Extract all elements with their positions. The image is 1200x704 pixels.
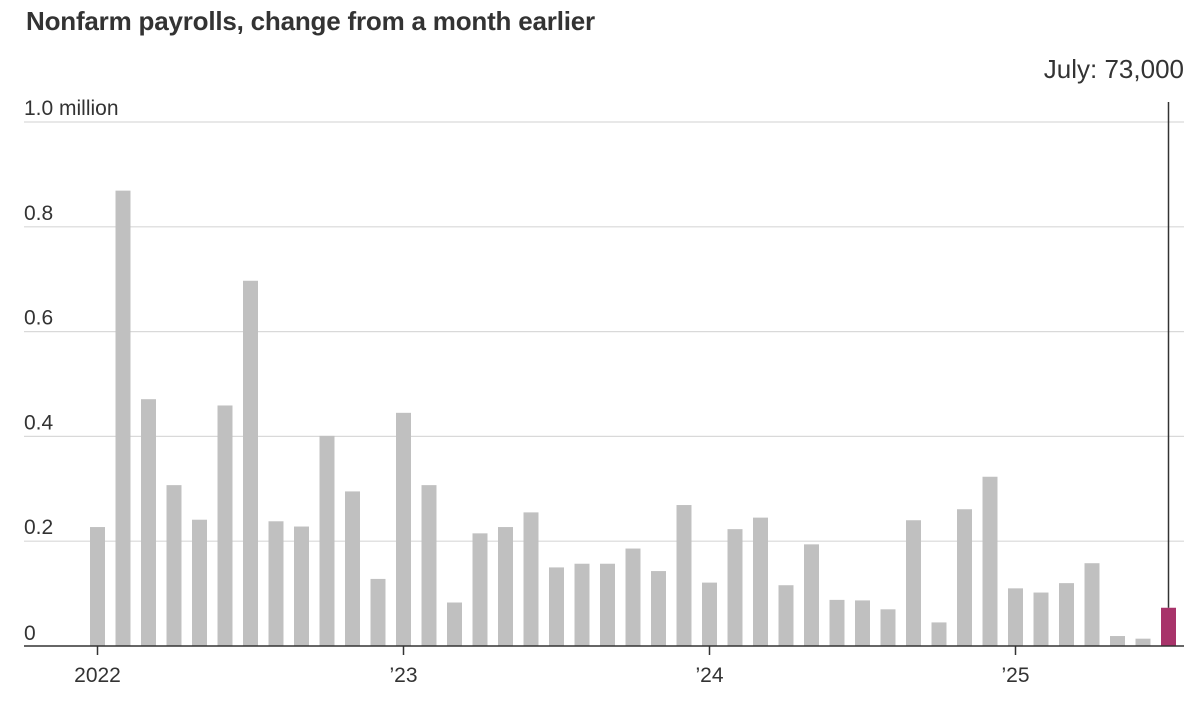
bar [523, 512, 539, 646]
y-tick-label: 1.0 million [24, 97, 119, 120]
bar [294, 526, 309, 646]
bar [166, 485, 182, 646]
bar [1008, 588, 1023, 646]
bar [370, 578, 386, 646]
bar [319, 435, 335, 646]
chart-title: Nonfarm payrolls, change from a month ea… [26, 6, 595, 36]
bar [727, 529, 743, 646]
bar [421, 485, 437, 646]
grid-lines [24, 121, 1184, 542]
x-tick-label: ’23 [389, 664, 417, 687]
y-tick-label: 0.2 [24, 516, 53, 539]
x-axis: 2022 ’23 ’24 ’25 [24, 645, 1184, 687]
bar [268, 521, 284, 646]
bar [141, 399, 156, 646]
bar [1033, 592, 1049, 646]
x-tick-label: ’24 [695, 664, 723, 687]
bar [192, 519, 207, 646]
callout: July: 73,000 [1044, 54, 1184, 608]
bar-highlight [1161, 607, 1176, 646]
bar [855, 600, 870, 646]
bar [625, 548, 641, 646]
bar [778, 585, 794, 646]
bar [217, 405, 233, 646]
bar [472, 533, 488, 646]
bar [549, 567, 564, 646]
bar [829, 599, 845, 646]
bar [1135, 638, 1151, 646]
x-tick-label: 2022 [74, 664, 121, 687]
y-tick-label: 0.6 [24, 307, 53, 330]
bar [676, 505, 692, 646]
bar [600, 563, 615, 646]
bar [804, 544, 819, 646]
bar [1059, 583, 1074, 646]
bars [90, 190, 1176, 647]
x-tick-label: ’25 [1001, 664, 1029, 687]
y-axis-labels: 0 0.2 0.4 0.6 0.8 1.0 million [24, 97, 119, 645]
bar [345, 491, 360, 646]
bar [982, 476, 998, 646]
bar [115, 190, 131, 647]
bar [957, 509, 972, 646]
bar [931, 622, 947, 646]
y-tick-label: 0.4 [24, 411, 54, 434]
y-tick-label: 0.8 [24, 202, 53, 225]
bar [651, 571, 666, 646]
callout-label: July: 73,000 [1044, 54, 1184, 84]
bar [880, 609, 896, 646]
bar [574, 563, 590, 646]
bar [1084, 563, 1100, 646]
bar [396, 412, 411, 646]
bar [702, 582, 717, 646]
bar [753, 517, 768, 646]
bar [447, 602, 462, 646]
bar [1110, 636, 1125, 646]
bar [906, 520, 921, 646]
bar [243, 280, 258, 646]
y-tick-label: 0 [24, 622, 36, 645]
bar [498, 527, 513, 646]
bar [90, 527, 105, 646]
